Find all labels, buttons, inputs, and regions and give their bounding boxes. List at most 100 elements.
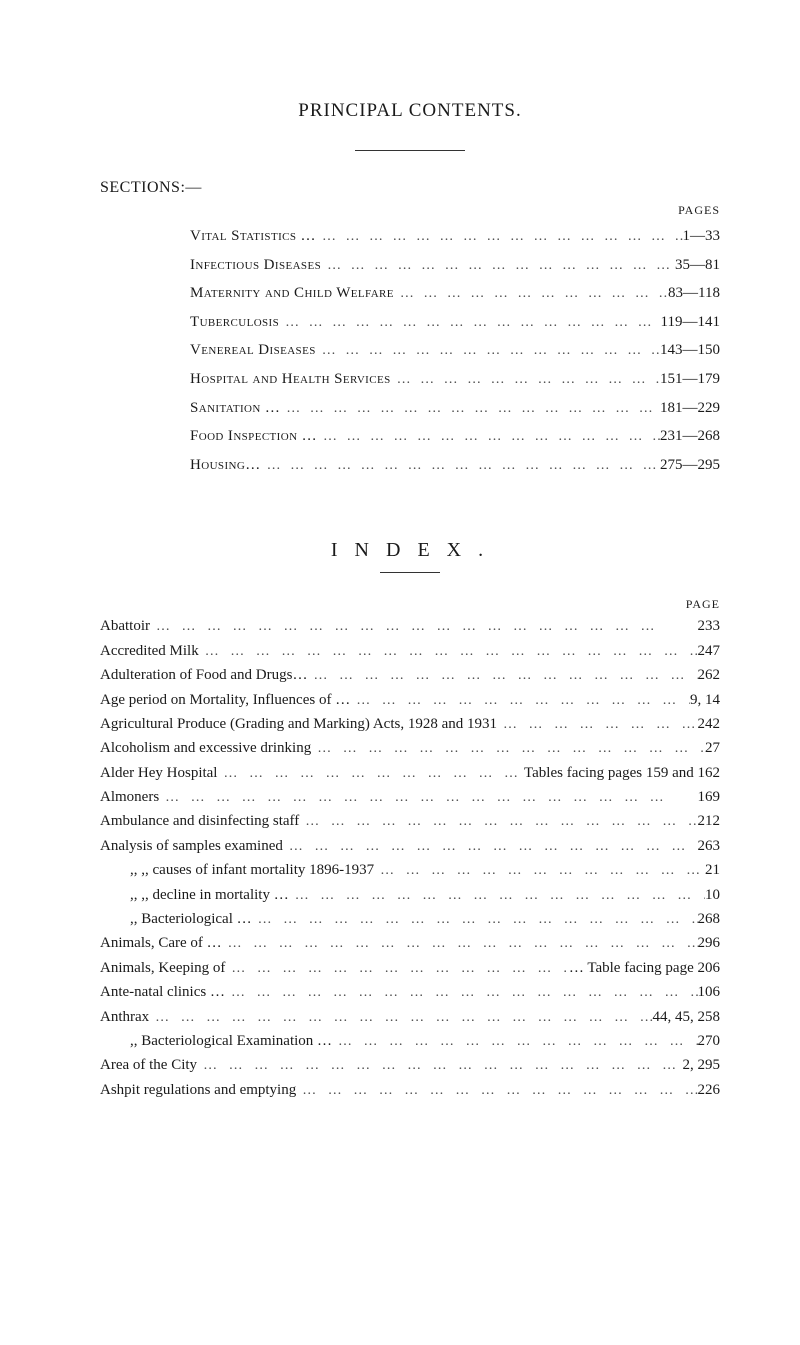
- index-dots: … … … … … … … … … … … … … … … … … … … …: [350, 690, 690, 712]
- toc-row: Hospital and Health Services … … … … … ……: [190, 365, 720, 394]
- title-rule: [355, 150, 465, 151]
- index-page: 263: [698, 834, 721, 858]
- index-label: Animals, Care of …: [100, 931, 222, 955]
- index-page: 247: [698, 639, 721, 663]
- index-list: PAGE Abattoir … … … … … … … … … … … … … …: [100, 597, 720, 1102]
- index-page: 44, 45, 258: [653, 1005, 721, 1029]
- index-row: Animals, Care of … … … … … … … … … … … ……: [100, 931, 720, 955]
- toc-dots: … … … … … … … … … … … … … … … … … … … …: [261, 453, 660, 480]
- index-label: Abattoir: [100, 614, 150, 638]
- index-dots: … … … … … … … … … … … … … … … … … … … …: [252, 909, 698, 931]
- toc-page: 275—295: [660, 451, 720, 480]
- index-page: 270: [698, 1029, 721, 1053]
- toc-dots: … … … … … … … … … … … … … … … … … … … …: [279, 310, 660, 337]
- toc-label: Venereal Diseases: [190, 336, 316, 365]
- toc-label: Vital Statistics …: [190, 222, 316, 251]
- index-dots: … … … … … … … … … … … … … … … … … … … …: [149, 1007, 652, 1029]
- index-row: Animals, Keeping of … … … … … … … … … … …: [100, 956, 720, 980]
- index-row: Alder Hey Hospital … … … … … … … … … … ……: [100, 761, 720, 785]
- index-label: Analysis of samples examined: [100, 834, 283, 858]
- toc-page: 83—118: [668, 279, 720, 308]
- index-page: 106: [698, 980, 721, 1004]
- index-page: 233: [698, 614, 721, 638]
- index-page: 242: [698, 712, 721, 736]
- index-page: 226: [698, 1078, 721, 1102]
- index-row: Anthrax … … … … … … … … … … … … … … … … …: [100, 1005, 720, 1029]
- toc-page: 119—141: [661, 308, 720, 337]
- index-dots: … … … … … … … … … … … … … … … … … … … …: [150, 616, 698, 638]
- toc-dots: … … … … … … … … … … … … … … … … … … … …: [317, 424, 660, 451]
- index-dots: … … … … … … … … … … … … … … … … … … … …: [311, 738, 705, 760]
- toc-label: Infectious Diseases: [190, 251, 321, 280]
- index-page: 262: [698, 663, 721, 687]
- index-row: ,, Bacteriological … … … … … … … … … … ……: [100, 907, 720, 931]
- index-row: Accredited Milk … … … … … … … … … … … … …: [100, 639, 720, 663]
- index-dots: … … … … … … … … … … … … … … … … … … … …: [283, 836, 698, 858]
- index-label: Area of the City: [100, 1053, 197, 1077]
- toc-dots: … … … … … … … … … … … … … … … … … … … …: [316, 338, 660, 365]
- toc-label: Housing…: [190, 451, 261, 480]
- index-label: Accredited Milk: [100, 639, 199, 663]
- toc-dots: … … … … … … … … … … … … … … … … … … … …: [321, 253, 675, 280]
- index-row: ,, ,, decline in mortality … … … … … … ……: [100, 883, 720, 907]
- toc-page: 151—179: [660, 365, 720, 394]
- index-page: 9, 14: [690, 688, 720, 712]
- index-dots: … … … … … … … … … … … … … … … … … … … …: [159, 787, 697, 809]
- index-row: ,, ,, causes of infant mortality 1896-19…: [100, 858, 720, 882]
- index-row: Ashpit regulations and emptying … … … … …: [100, 1078, 720, 1102]
- index-row: ,, Bacteriological Examination … … … … ……: [100, 1029, 720, 1053]
- index-dots: … … … … … … … … … … … … … … … … … … … …: [289, 885, 705, 907]
- index-label: Alder Hey Hospital: [100, 761, 217, 785]
- toc-row: Maternity and Child Welfare … … … … … … …: [190, 279, 720, 308]
- index-label: Animals, Keeping of: [100, 956, 225, 980]
- index-label: Ante-natal clinics …: [100, 980, 225, 1004]
- index-label: Agricultural Produce (Grading and Markin…: [100, 712, 497, 736]
- toc-label: Maternity and Child Welfare: [190, 279, 394, 308]
- toc-label: Hospital and Health Services: [190, 365, 391, 394]
- index-row: Adulteration of Food and Drugs… … … … … …: [100, 663, 720, 687]
- index-page: 212: [698, 809, 721, 833]
- index-rule: [380, 572, 440, 573]
- index-dots: … … … … … … … … … … … … … … … … … … … …: [225, 982, 698, 1004]
- toc-dots: … … … … … … … … … … … … … … … … … … … …: [316, 224, 683, 251]
- index-dots: … … … … … … … … … … … … … … … … … … … …: [225, 958, 568, 980]
- index-row: Alcoholism and excessive drinking … … … …: [100, 736, 720, 760]
- index-dots: … … … … … … … … … … … … … … … … … … … …: [374, 860, 705, 882]
- index-dots: … … … … … … … … … … … … … … … … … … … …: [299, 811, 697, 833]
- index-row: Agricultural Produce (Grading and Markin…: [100, 712, 720, 736]
- toc-page: 1—33: [683, 222, 721, 251]
- index-dots: … … … … … … … … … … … … … … … … … … … …: [307, 665, 697, 687]
- index-row: Ambulance and disinfecting staff … … … ……: [100, 809, 720, 833]
- toc-row: Tuberculosis … … … … … … … … … … … … … ……: [190, 308, 720, 337]
- toc-label: Tuberculosis: [190, 308, 279, 337]
- index-label: ,, Bacteriological Examination …: [100, 1029, 332, 1053]
- index-page: 21: [705, 858, 720, 882]
- sections-heading: SECTIONS:—: [100, 179, 720, 197]
- toc-label: Food Inspection …: [190, 422, 317, 451]
- index-label: ,, Bacteriological …: [100, 907, 252, 931]
- index-page: Tables facing pages 159 and 162: [524, 761, 720, 785]
- index-dots: … … … … … … … … … … … … … … … … … … … …: [197, 1055, 682, 1077]
- sections-toc: PAGES Vital Statistics … … … … … … … … ……: [190, 203, 720, 479]
- index-dots: … … … … … … … … … … … … … … … … … … … …: [199, 641, 698, 663]
- toc-dots: … … … … … … … … … … … … … … … … … … … …: [391, 367, 660, 394]
- index-dots: … … … … … … … … … … … … … … … … … … … …: [217, 763, 524, 785]
- index-label: Alcoholism and excessive drinking: [100, 736, 311, 760]
- toc-row: Infectious Diseases … … … … … … … … … … …: [190, 251, 720, 280]
- toc-row: Sanitation … … … … … … … … … … … … … … ……: [190, 394, 720, 423]
- index-page: 268: [698, 907, 721, 931]
- index-page-header: PAGE: [100, 597, 720, 612]
- toc-dots: … … … … … … … … … … … … … … … … … … … …: [280, 396, 660, 423]
- toc-page: 231—268: [660, 422, 720, 451]
- toc-page: 143—150: [660, 336, 720, 365]
- toc-page: 181—229: [660, 394, 720, 423]
- toc-dots: … … … … … … … … … … … … … … … … … … … …: [394, 281, 668, 308]
- index-page: … Table facing page 206: [569, 956, 720, 980]
- index-label: Almoners: [100, 785, 159, 809]
- index-label: Adulteration of Food and Drugs…: [100, 663, 307, 687]
- index-heading: I N D E X .: [100, 539, 720, 562]
- index-label: ,, ,, decline in mortality …: [100, 883, 289, 907]
- index-dots: … … … … … … … … … … … … … … … … … … … …: [222, 933, 698, 955]
- index-dots: … … … … … … … … … … … … … … … … … … … …: [497, 714, 698, 736]
- toc-page: 35—81: [675, 251, 720, 280]
